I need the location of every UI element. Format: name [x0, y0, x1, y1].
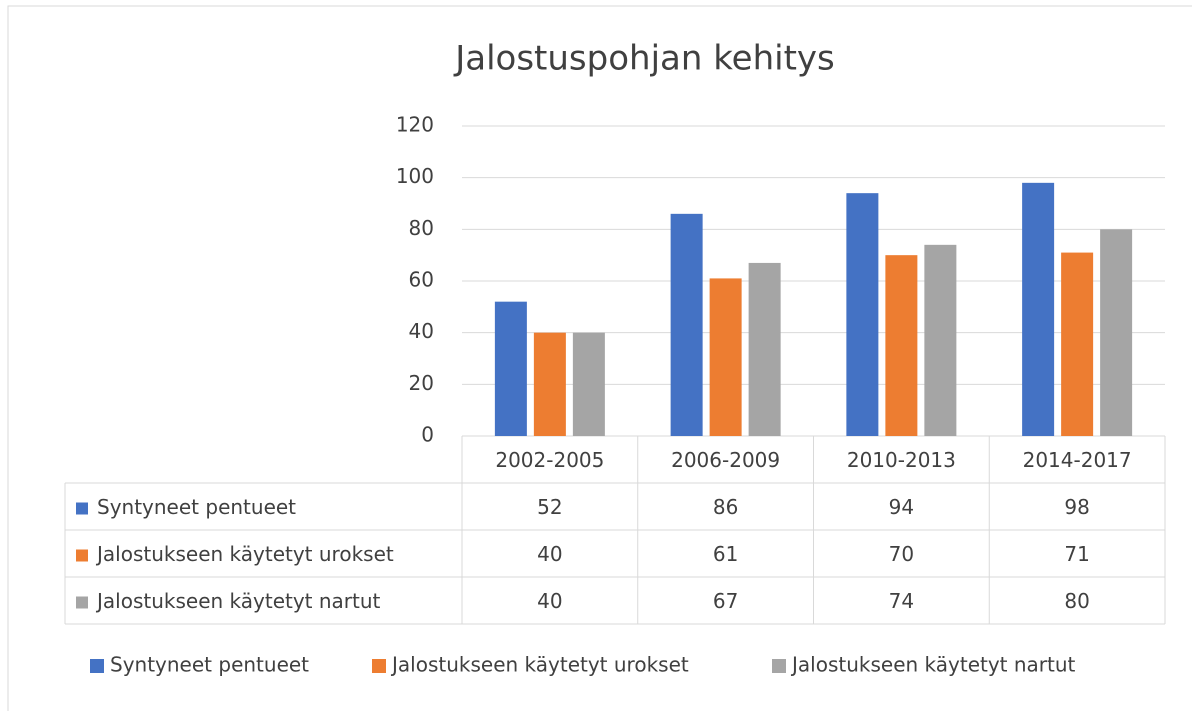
bar — [533, 332, 566, 436]
x-tick-label: 2002-2005 — [495, 448, 604, 472]
legend-key — [372, 659, 386, 673]
table-value: 98 — [1064, 495, 1089, 519]
legend-label: Jalostukseen käytetyt nartut — [790, 653, 1076, 677]
table-value: 67 — [713, 589, 738, 613]
table-value: 70 — [889, 542, 914, 566]
legend-label: Syntyneet pentueet — [110, 653, 309, 677]
y-tick-label: 120 — [396, 113, 434, 137]
table-legend-key — [76, 549, 88, 562]
table-value: 71 — [1064, 542, 1089, 566]
table-value: 74 — [889, 589, 914, 613]
chart-title: Jalostuspohjan kehitys — [453, 39, 835, 79]
bar — [670, 213, 703, 436]
y-tick-label: 80 — [409, 216, 434, 240]
bar — [846, 193, 879, 436]
bar — [748, 262, 781, 436]
bar — [494, 301, 527, 436]
x-tick-label: 2014-2017 — [1023, 448, 1132, 472]
table-value: 94 — [889, 495, 914, 519]
y-tick-label: 40 — [409, 319, 434, 343]
table-value: 40 — [537, 589, 562, 613]
bar — [1100, 229, 1133, 436]
table-row-label: Jalostukseen käytetyt urokset — [95, 542, 394, 566]
table-value: 61 — [713, 542, 738, 566]
y-tick-label: 0 — [421, 423, 434, 447]
y-tick-label: 60 — [409, 268, 434, 292]
table-value: 52 — [537, 495, 562, 519]
bar — [709, 278, 742, 436]
table-row-label: Jalostukseen käytetyt nartut — [95, 589, 381, 613]
bar — [572, 332, 605, 436]
x-tick-label: 2006-2009 — [671, 448, 780, 472]
legend-label: Jalostukseen käytetyt urokset — [390, 653, 689, 677]
bar — [1061, 252, 1094, 436]
table-legend-key — [76, 502, 88, 515]
bar — [1022, 182, 1055, 436]
table-legend-key — [76, 596, 88, 609]
x-tick-label: 2010-2013 — [847, 448, 956, 472]
legend-key — [772, 659, 786, 673]
table-row-label: Syntyneet pentueet — [97, 495, 296, 519]
table-value: 86 — [713, 495, 738, 519]
y-tick-label: 100 — [396, 164, 434, 188]
table-value: 40 — [537, 542, 562, 566]
bar — [924, 244, 957, 436]
legend-key — [90, 659, 104, 673]
table-value: 80 — [1064, 589, 1089, 613]
bar — [885, 255, 918, 436]
y-tick-label: 20 — [409, 371, 434, 395]
